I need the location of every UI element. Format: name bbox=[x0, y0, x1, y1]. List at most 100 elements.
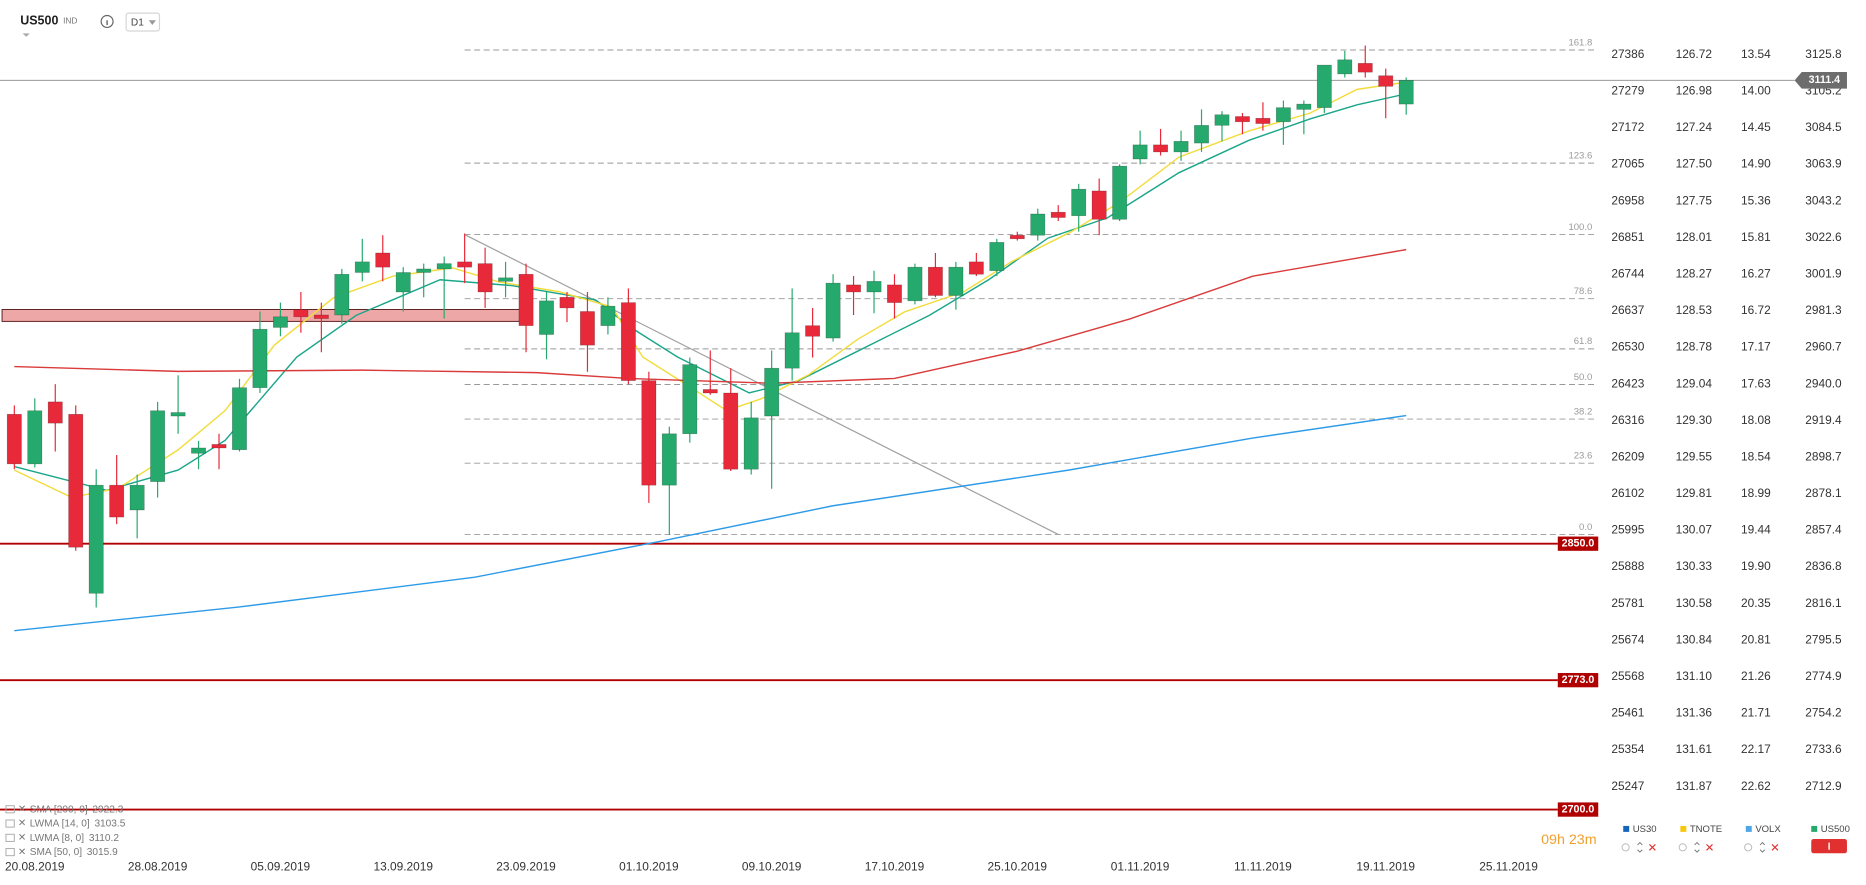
indicator-legend: LWMA [14, 0] 3103.5 bbox=[30, 818, 126, 829]
timeframe-dropdown[interactable] bbox=[125, 12, 161, 32]
compare-tick-label: 25995 bbox=[1611, 523, 1644, 537]
legend-remove[interactable] bbox=[1706, 843, 1713, 851]
price-level-label: 2773.0 bbox=[1562, 674, 1595, 686]
compare-tick-label: 22.62 bbox=[1741, 779, 1771, 793]
compare-tick-label: 21.71 bbox=[1741, 706, 1771, 720]
compare-tick-label: 25781 bbox=[1611, 596, 1644, 610]
symbol-kind: IND bbox=[63, 16, 77, 26]
candle-body bbox=[109, 484, 125, 518]
candle-body bbox=[1009, 234, 1025, 240]
y-tick-label: 2960.7 bbox=[1805, 340, 1842, 354]
compare-tick-label: 26102 bbox=[1611, 486, 1644, 500]
indicator-legend-icon[interactable] bbox=[5, 833, 15, 842]
candle-body bbox=[764, 367, 780, 417]
y-tick-label: 2795.5 bbox=[1805, 632, 1842, 646]
compare-tick-label: 18.54 bbox=[1741, 449, 1771, 463]
x-tick-label: 17.10.2019 bbox=[865, 860, 925, 874]
candle-body bbox=[887, 284, 902, 303]
compare-tick-label: 128.53 bbox=[1676, 303, 1713, 317]
compare-tick-label: 27065 bbox=[1611, 157, 1644, 171]
candle-body bbox=[354, 261, 370, 273]
compare-tick-label: 129.04 bbox=[1676, 376, 1713, 390]
compare-tick-label: 129.55 bbox=[1676, 449, 1713, 463]
indicator-legend-icon[interactable] bbox=[5, 805, 15, 814]
indicator-name: SMA [200, 0] bbox=[30, 804, 88, 815]
y-tick-label: 2878.1 bbox=[1805, 486, 1842, 500]
indicator-legend: LWMA [8, 0] 3110.2 bbox=[30, 833, 120, 844]
candle-body bbox=[1275, 107, 1291, 123]
fib-label: 78.6 bbox=[1574, 286, 1593, 297]
current-price-box bbox=[1794, 72, 1847, 89]
indicator-legend-icon[interactable] bbox=[5, 819, 15, 828]
candle-body bbox=[47, 401, 63, 424]
legend-eye[interactable] bbox=[1678, 843, 1687, 852]
candle-body bbox=[252, 328, 268, 388]
price-level-label: 2850.0 bbox=[1562, 538, 1595, 550]
compare-tick-label: 131.61 bbox=[1676, 742, 1713, 756]
compare-tick-label: 127.75 bbox=[1676, 193, 1713, 207]
compare-tick-label: 14.45 bbox=[1741, 120, 1771, 134]
indicator-line bbox=[14, 93, 1405, 492]
candle-body bbox=[1255, 117, 1271, 124]
x-tick-label: 20.08.2019 bbox=[5, 860, 65, 874]
candle-body bbox=[1050, 211, 1066, 218]
candle-body bbox=[1112, 165, 1128, 220]
fib-label: 38.2 bbox=[1574, 406, 1593, 417]
compare-tick-label: 131.36 bbox=[1676, 706, 1713, 720]
candle-body bbox=[272, 316, 288, 328]
candle-body bbox=[1378, 75, 1394, 87]
legend-swatch bbox=[1623, 825, 1630, 832]
legend-eye[interactable] bbox=[1621, 843, 1630, 852]
y-tick-label: 2774.9 bbox=[1805, 669, 1842, 683]
x-tick-label: 23.09.2019 bbox=[496, 860, 556, 874]
compare-tick-label: 26744 bbox=[1611, 267, 1644, 281]
indicator-legend-close: ✕ bbox=[18, 833, 26, 844]
y-tick-label: 3022.6 bbox=[1805, 230, 1842, 244]
legend-arrows[interactable] bbox=[1759, 841, 1766, 853]
candle-body bbox=[1296, 103, 1312, 110]
candle-body bbox=[457, 261, 473, 268]
indicator-value: 3110.2 bbox=[89, 833, 120, 844]
candle-body bbox=[580, 311, 595, 346]
price-level-label: 2700.0 bbox=[1562, 803, 1595, 815]
y-tick-label: 2981.3 bbox=[1805, 303, 1842, 317]
candle-body bbox=[313, 314, 329, 319]
legend-swatch bbox=[1745, 825, 1752, 832]
indicator-legend-icon[interactable] bbox=[5, 848, 15, 857]
candle-body bbox=[825, 282, 841, 339]
y-tick-label: 3043.2 bbox=[1805, 193, 1842, 207]
candle-body bbox=[846, 284, 861, 293]
legend-swatch bbox=[1811, 825, 1818, 832]
x-tick-label: 05.09.2019 bbox=[251, 860, 311, 874]
candle-body bbox=[1357, 63, 1373, 73]
candle-body bbox=[1153, 144, 1169, 153]
indicator-legend: SMA [200, 0] 2922.3 bbox=[30, 804, 124, 815]
price-level-box bbox=[1557, 673, 1599, 688]
candle-body bbox=[211, 444, 227, 449]
legend-remove[interactable] bbox=[1771, 843, 1779, 851]
y-tick-label: 3001.9 bbox=[1805, 267, 1842, 281]
indicator-value: 2922.3 bbox=[92, 804, 123, 815]
compare-tick-label: 127.24 bbox=[1676, 120, 1713, 134]
candle-body bbox=[1194, 125, 1209, 144]
candle-body bbox=[620, 302, 636, 381]
candle-body bbox=[191, 447, 206, 454]
candle-timer: 09h 23m bbox=[1541, 832, 1597, 848]
legend-remove[interactable] bbox=[1648, 843, 1656, 851]
legend-arrows[interactable] bbox=[1694, 841, 1700, 853]
compare-tick-label: 13.54 bbox=[1741, 47, 1771, 61]
legend-eye[interactable] bbox=[1744, 843, 1753, 852]
legend-label: TNOTE bbox=[1690, 824, 1722, 835]
candle-body bbox=[477, 263, 493, 293]
compare-tick-label: 19.44 bbox=[1741, 523, 1771, 537]
info-icon[interactable] bbox=[100, 14, 114, 29]
compare-tick-label: 17.63 bbox=[1741, 376, 1771, 390]
indicator-legend-close: ✕ bbox=[18, 818, 26, 829]
legend-arrows[interactable] bbox=[1637, 841, 1643, 853]
compare-tick-label: 26423 bbox=[1611, 376, 1644, 390]
symbol-caret[interactable] bbox=[22, 33, 30, 37]
candle-body bbox=[682, 364, 698, 435]
y-tick-label: 3084.5 bbox=[1805, 120, 1842, 134]
fib-label: 100.0 bbox=[1568, 222, 1592, 233]
